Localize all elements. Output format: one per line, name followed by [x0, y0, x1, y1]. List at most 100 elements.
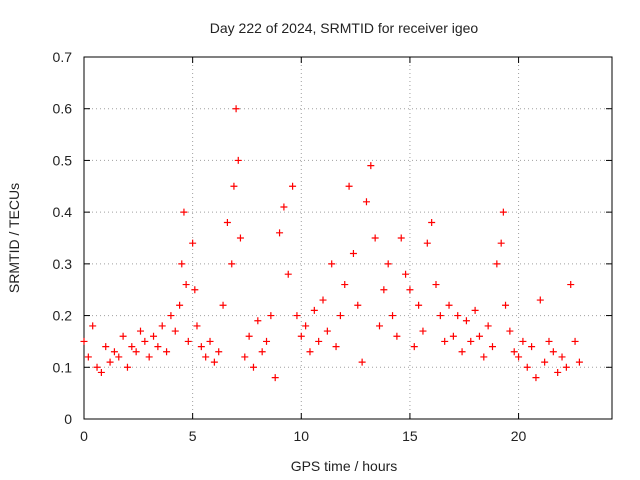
x-tick-label: 0 [80, 428, 88, 444]
data-point [532, 374, 540, 382]
data-point [332, 343, 340, 351]
data-point [249, 363, 257, 371]
data-point [178, 260, 186, 268]
data-point [402, 270, 410, 278]
data-point [376, 322, 384, 330]
data-point [449, 332, 457, 340]
y-tick-label: 0.7 [53, 49, 73, 65]
data-point [297, 332, 305, 340]
data-point [328, 260, 336, 268]
data-point [191, 286, 199, 294]
data-point [176, 301, 184, 309]
data-point [549, 348, 557, 356]
data-point [528, 343, 536, 351]
data-point [415, 301, 423, 309]
data-point [202, 353, 210, 361]
x-tick-label: 20 [511, 428, 527, 444]
data-point [284, 270, 292, 278]
data-point [558, 353, 566, 361]
data-point [341, 281, 349, 289]
data-point [158, 322, 166, 330]
data-point [310, 306, 318, 314]
data-point [371, 234, 379, 242]
data-point [345, 182, 353, 190]
data-point [106, 358, 114, 366]
data-point [393, 332, 401, 340]
data-point [154, 343, 162, 351]
x-axis-label: GPS time / hours [291, 458, 398, 474]
data-point [123, 363, 131, 371]
data-point [171, 327, 179, 335]
data-point [562, 363, 570, 371]
data-point [384, 260, 392, 268]
data-point [475, 332, 483, 340]
y-tick-label: 0 [64, 411, 72, 427]
data-point [458, 348, 466, 356]
data-point [515, 353, 523, 361]
data-point [471, 306, 479, 314]
data-point [280, 203, 288, 211]
data-point [263, 337, 271, 345]
data-point [215, 348, 223, 356]
data-point [480, 353, 488, 361]
axis-ticks: 0 0.1 0.2 0.3 0.4 0.5 0.6 0.7 0 5 10 15 20 [53, 49, 612, 444]
data-point [523, 363, 531, 371]
data-point [182, 281, 190, 289]
data-point [519, 337, 527, 345]
x-tick-label: 5 [189, 428, 197, 444]
data-point [445, 301, 453, 309]
y-tick-label: 0.4 [53, 204, 73, 220]
data-point [336, 312, 344, 320]
plot-frame [83, 56, 613, 420]
data-point [223, 218, 231, 226]
y-tick-label: 0.6 [53, 101, 73, 117]
data-point [102, 343, 110, 351]
data-point [506, 327, 514, 335]
data-point [484, 322, 492, 330]
data-point [367, 162, 375, 170]
data-point [141, 337, 149, 345]
data-point [180, 208, 188, 216]
y-tick-label: 0.1 [53, 359, 73, 375]
data-point [115, 353, 123, 361]
data-point [510, 348, 518, 356]
data-point [571, 337, 579, 345]
data-point [197, 343, 205, 351]
data-point [554, 368, 562, 376]
data-point [132, 348, 140, 356]
data-point [184, 337, 192, 345]
data-point [302, 322, 310, 330]
data-point [210, 358, 218, 366]
y-tick-label: 0.3 [53, 256, 73, 272]
data-point [80, 337, 88, 345]
data-point [245, 332, 253, 340]
data-point [89, 322, 97, 330]
data-point [232, 105, 240, 113]
data-point [93, 363, 101, 371]
data-point [289, 182, 297, 190]
data-point [319, 296, 327, 304]
data-point [323, 327, 331, 335]
y-tick-label: 0.5 [53, 152, 73, 168]
data-point [423, 239, 431, 247]
x-tick-label: 15 [402, 428, 418, 444]
data-point [236, 234, 244, 242]
data-point [354, 301, 362, 309]
data-point [497, 239, 505, 247]
data-point [219, 301, 227, 309]
chart-title: Day 222 of 2024, SRMTID for receiver ige… [210, 20, 479, 36]
data-point [541, 358, 549, 366]
data-point [136, 327, 144, 335]
data-point [567, 281, 575, 289]
data-point [228, 260, 236, 268]
data-point [545, 337, 553, 345]
data-point [536, 296, 544, 304]
data-point [267, 312, 275, 320]
data-point [315, 337, 323, 345]
data-point [145, 353, 153, 361]
data-point [276, 229, 284, 237]
data-point [362, 198, 370, 206]
data-point [358, 358, 366, 366]
data-point [167, 312, 175, 320]
data-point [163, 348, 171, 356]
